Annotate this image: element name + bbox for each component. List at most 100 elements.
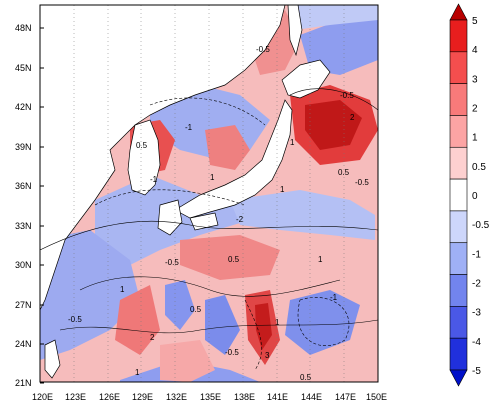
land-honshu (174, 99, 293, 219)
land-taiwan (44, 339, 61, 379)
contour-label: 2 (150, 333, 155, 342)
y-tick-label: 27N (15, 300, 32, 310)
land-sakhalin (287, 5, 303, 57)
x-axis: 120E 123E 126E 129E 132E 135E 138E 141E … (32, 392, 387, 402)
land-masses (40, 5, 331, 379)
y-tick-label: 45N (15, 63, 32, 73)
colorbar-label: -1 (472, 249, 481, 260)
contour-label: -0.5 (68, 315, 82, 324)
colorbar-swatch (449, 19, 468, 53)
colorbar-swatch (449, 51, 468, 84)
cool-region (290, 5, 378, 30)
contour-line (244, 299, 262, 371)
colorbar: 5 4 3 2 1 0.5 0 -0.5 -1 -2 -3 -4 -5 (449, 3, 490, 387)
cool-region (40, 230, 140, 360)
colorbar-label: 3 (472, 74, 478, 85)
contour-label: 0.5 (190, 305, 202, 314)
warm-region (115, 285, 160, 355)
contour-label: -1 (330, 293, 338, 302)
y-tick-label: 42N (15, 102, 32, 112)
warm-region (255, 303, 272, 350)
x-tick-label: 126E (99, 392, 120, 402)
y-axis: 48N 45N 42N 39N 36N 33N 30N 27N 24N 21N (15, 23, 44, 388)
colorbar-label: 5 (472, 16, 478, 27)
x-tick-label: 141E (267, 392, 288, 402)
colorbar-swatch (449, 146, 468, 180)
land-kyushu (157, 199, 183, 236)
warm-region (305, 100, 362, 150)
colorbar-label: 0 (472, 191, 478, 202)
colorbar-swatch (449, 83, 468, 116)
colorbar-swatch (449, 274, 468, 307)
colorbar-bottom-arrow (449, 369, 468, 387)
colorbar-label: 4 (472, 45, 478, 56)
colorbar-swatch (449, 242, 468, 275)
x-tick-label: 138E (234, 392, 255, 402)
contour-label: 0.5 (136, 141, 148, 150)
contour-label: 0.5 (228, 255, 240, 264)
y-tick-label: 21N (15, 378, 32, 388)
contour-label: 0.5 (338, 168, 350, 177)
x-tick-label: 147E (335, 392, 356, 402)
contour-line (40, 220, 378, 251)
colorbar-swatch (449, 178, 468, 212)
colorbar-label: -4 (472, 337, 481, 348)
contour-line (59, 319, 378, 334)
colorbar-label: 1 (472, 133, 478, 144)
y-tick-label: 36N (15, 181, 32, 191)
warm-region (180, 235, 280, 280)
x-tick-label: 135E (200, 392, 221, 402)
colorbar-label: -2 (472, 279, 481, 290)
cool-region (285, 290, 360, 355)
graticule (73, 5, 345, 382)
map-field: -0.5 -1 0.5 1 2 3 -0.5 1 -0.5 0.5 -1 1 -… (40, 5, 378, 382)
contour-label: 1 (290, 138, 295, 147)
x-tick-label: 132E (166, 392, 187, 402)
contour-label: 0.5 (300, 373, 312, 382)
colorbar-label: -3 (472, 308, 481, 319)
warm-region (160, 340, 215, 382)
y-tick-label: 39N (15, 142, 32, 152)
contour-label: 1 (210, 173, 215, 182)
x-tick-label: 120E (32, 392, 53, 402)
contour-label: -1 (185, 123, 193, 132)
y-tick-label: 48N (15, 23, 32, 33)
land-mainland (40, 5, 286, 311)
x-tick-label: 129E (132, 392, 153, 402)
cool-region (205, 295, 240, 355)
colorbar-swatch (449, 210, 468, 244)
contour-label: -0.5 (256, 45, 270, 54)
x-tick-label: 144E (301, 392, 322, 402)
warm-region (205, 125, 250, 170)
contour-label: -0.5 (355, 178, 369, 187)
contour-label: 1 (135, 368, 140, 377)
y-tick-label: 24N (15, 339, 32, 349)
contour-label: -0.5 (225, 348, 239, 357)
contour-label: 1 (280, 185, 285, 194)
contour-label: 3 (265, 351, 270, 360)
contour-label: 1 (275, 318, 280, 327)
colorbar-top-arrow (449, 3, 468, 21)
contour-lines (40, 88, 378, 371)
contour-label: -1 (150, 175, 158, 184)
contour-line (149, 97, 266, 126)
contour-line (289, 88, 378, 111)
contour-label: -2 (236, 215, 244, 224)
contour-label: 1 (318, 255, 323, 264)
colorbar-swatch (449, 115, 468, 148)
colorbar-swatch (449, 337, 468, 371)
colorbar-label: 0.5 (472, 162, 486, 173)
contour-line (79, 276, 341, 297)
map-frame (39, 4, 379, 383)
colorbar-label: -5 (472, 366, 481, 377)
x-tick-label: 123E (65, 392, 86, 402)
y-tick-label: 30N (15, 260, 32, 270)
x-tick-label: 150E (366, 392, 387, 402)
colorbar-swatch (449, 306, 468, 339)
contour-labels: -0.5 -1 0.5 1 2 3 -0.5 1 -0.5 0.5 -1 1 -… (68, 45, 369, 382)
contour-label: -0.5 (340, 91, 354, 100)
y-tick-label: 33N (15, 221, 32, 231)
contour-line (94, 189, 246, 206)
colorbar-label: 2 (472, 104, 478, 115)
